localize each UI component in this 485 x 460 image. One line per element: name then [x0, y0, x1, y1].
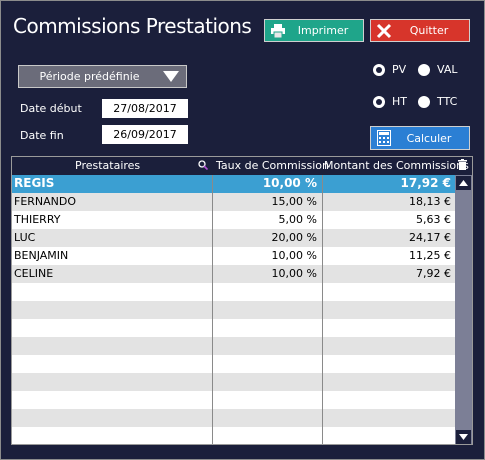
end-date-label: Date fin: [20, 129, 64, 142]
start-date-label: Date début: [20, 102, 82, 115]
cell-prestataire: THIERRY: [14, 213, 61, 226]
table-row[interactable]: FERNANDO 15,00 % 18,13 €: [12, 193, 455, 211]
scroll-up-icon[interactable]: [456, 176, 471, 190]
table-row[interactable]: [12, 301, 455, 319]
table-row[interactable]: LUC 20,00 % 24,17 €: [12, 229, 455, 247]
cell-montant: 11,25 €: [409, 249, 451, 262]
calculate-button[interactable]: Calculer: [370, 126, 470, 150]
radio-val[interactable]: VAL: [418, 63, 457, 76]
quit-button-label: Quitter: [409, 24, 449, 37]
table-row[interactable]: [12, 409, 455, 427]
table-row[interactable]: REGIS 10,00 % 17,92 €: [12, 175, 455, 193]
radio-val-label: VAL: [437, 63, 458, 76]
header-taux[interactable]: Taux de Commission: [216, 159, 329, 172]
radio-ttc[interactable]: TTC: [418, 95, 457, 108]
radio-pv-dot: [373, 63, 385, 76]
table-row[interactable]: [12, 337, 455, 355]
search-icon[interactable]: [198, 160, 209, 173]
radio-pv-label: PV: [392, 63, 407, 76]
table-header: Prestataires Taux de Commission Montant …: [12, 157, 472, 175]
radio-pv[interactable]: PV: [373, 63, 406, 76]
header-montant[interactable]: Montant des Commissions: [324, 159, 469, 172]
cell-montant: 5,63 €: [416, 213, 451, 226]
cell-montant: 17,92 €: [400, 176, 451, 190]
chevron-down-icon: [156, 71, 186, 82]
trash-icon[interactable]: [458, 159, 467, 173]
table-row[interactable]: BENJAMIN 10,00 % 11,25 €: [12, 247, 455, 265]
table-scrollbar[interactable]: [455, 175, 472, 444]
cell-prestataire: FERNANDO: [14, 195, 77, 208]
table-row[interactable]: CELINE 10,00 % 7,92 €: [12, 265, 455, 283]
end-date-field[interactable]: 26/09/2017: [102, 125, 188, 144]
cell-taux: 20,00 %: [271, 231, 317, 244]
cell-prestataire: LUC: [14, 231, 36, 244]
cell-prestataire: BENJAMIN: [14, 249, 69, 262]
cell-taux: 10,00 %: [271, 267, 317, 280]
table-row[interactable]: [12, 283, 455, 301]
table-row[interactable]: [12, 391, 455, 409]
cell-taux: 15,00 %: [271, 195, 317, 208]
radio-val-dot: [418, 63, 430, 76]
cell-taux: 10,00 %: [262, 176, 317, 190]
calculator-icon: [371, 127, 397, 149]
cell-montant: 24,17 €: [409, 231, 451, 244]
radio-ht-dot: [373, 95, 385, 108]
period-dropdown-label: Période prédéfinie: [39, 70, 140, 83]
table-row[interactable]: THIERRY 5,00 % 5,63 €: [12, 211, 455, 229]
print-button[interactable]: Imprimer: [264, 19, 364, 42]
cell-taux: 5,00 %: [278, 213, 317, 226]
cell-prestataire: REGIS: [14, 176, 55, 190]
column-divider: [322, 175, 323, 444]
start-date-field[interactable]: 27/08/2017: [102, 99, 188, 118]
cell-montant: 7,92 €: [416, 267, 451, 280]
calculate-button-label: Calculer: [406, 131, 452, 145]
print-button-label: Imprimer: [297, 24, 349, 37]
radio-ttc-dot: [418, 95, 430, 108]
radio-ht-label: HT: [392, 95, 407, 108]
commissions-table: Prestataires Taux de Commission Montant …: [11, 156, 473, 445]
page-title: Commissions Prestations: [13, 14, 252, 38]
table-row[interactable]: [12, 427, 455, 444]
scroll-down-icon[interactable]: [456, 430, 471, 444]
cell-montant: 18,13 €: [409, 195, 451, 208]
table-row[interactable]: [12, 373, 455, 391]
cell-taux: 10,00 %: [271, 249, 317, 262]
printer-icon: [265, 20, 291, 41]
period-dropdown[interactable]: Période prédéfinie: [18, 65, 187, 88]
table-row[interactable]: [12, 319, 455, 337]
radio-ht[interactable]: HT: [373, 95, 407, 108]
close-x-icon: [371, 20, 397, 41]
quit-button[interactable]: Quitter: [370, 19, 470, 42]
header-prestataires[interactable]: Prestataires: [75, 159, 141, 172]
column-divider: [212, 175, 213, 444]
radio-ttc-label: TTC: [437, 95, 458, 108]
cell-prestataire: CELINE: [14, 267, 54, 280]
table-row[interactable]: [12, 355, 455, 373]
